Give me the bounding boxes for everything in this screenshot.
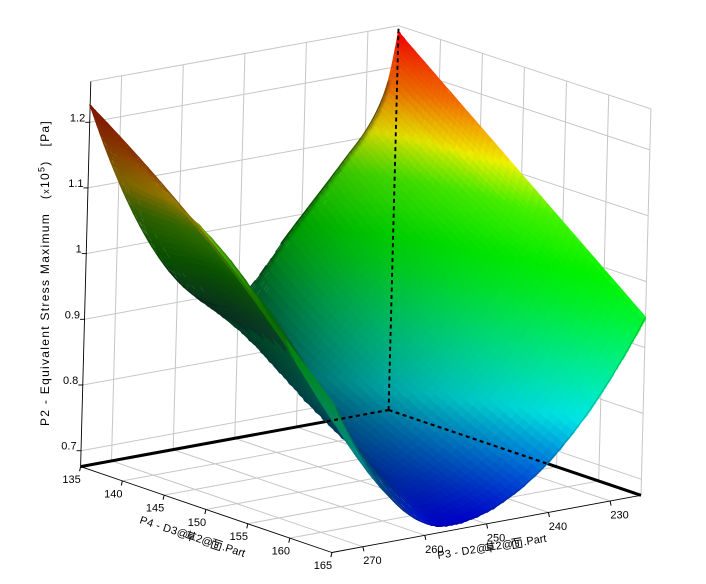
- svg-text:P2 - Equivalent Stress Maximum: P2 - Equivalent Stress Maximum (x105) [P…: [37, 120, 53, 426]
- svg-text:0.7: 0.7: [61, 441, 76, 453]
- svg-text:260: 260: [425, 544, 443, 556]
- svg-text:0.8: 0.8: [63, 375, 78, 387]
- svg-text:2@: 2@: [194, 533, 214, 550]
- svg-text:230: 230: [610, 510, 628, 522]
- svg-text:1.1: 1.1: [68, 178, 83, 190]
- svg-text:240: 240: [549, 521, 567, 533]
- svg-text:140: 140: [104, 488, 122, 500]
- svg-text:165: 165: [314, 560, 332, 572]
- svg-text:250: 250: [487, 532, 505, 544]
- svg-text:270: 270: [363, 555, 381, 567]
- svg-text:1.2: 1.2: [70, 112, 85, 124]
- svg-text:1: 1: [76, 244, 82, 256]
- svg-text:150: 150: [188, 517, 206, 529]
- svg-text:0.9: 0.9: [65, 309, 80, 321]
- svg-text:145: 145: [146, 503, 164, 515]
- svg-text:155: 155: [230, 531, 248, 543]
- svg-text:.Part: .Part: [523, 533, 548, 548]
- svg-text:2@: 2@: [495, 538, 514, 553]
- svg-text:160: 160: [272, 546, 290, 558]
- svg-text:135: 135: [62, 474, 80, 486]
